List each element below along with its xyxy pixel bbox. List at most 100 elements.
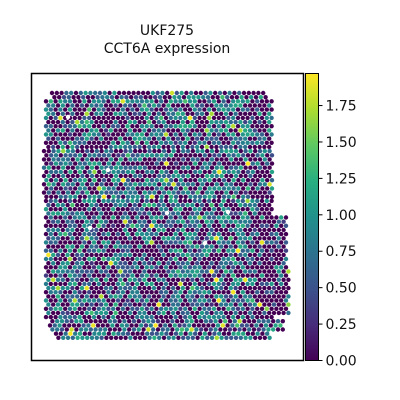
spot (250, 231, 255, 237)
spot (240, 273, 245, 278)
spot (161, 148, 167, 154)
spot (56, 335, 61, 340)
spot (269, 115, 274, 121)
spot (250, 298, 255, 303)
spot (77, 207, 82, 212)
spot (109, 95, 115, 100)
spot (231, 169, 236, 175)
spot (69, 90, 74, 96)
spot (70, 144, 75, 150)
spot (87, 140, 92, 145)
spot (147, 202, 152, 208)
spot (202, 115, 207, 121)
spot (105, 323, 110, 328)
spot (70, 103, 75, 108)
spot (107, 327, 113, 332)
spot (89, 111, 94, 117)
spot (130, 265, 135, 270)
spot (92, 186, 97, 191)
spot (180, 211, 185, 216)
spot (252, 136, 257, 141)
spot (125, 207, 130, 212)
spot (195, 244, 200, 249)
spot (96, 314, 102, 320)
spot (227, 90, 232, 96)
spot (274, 273, 279, 278)
spot (204, 136, 209, 141)
spot (152, 182, 157, 187)
spot (154, 248, 159, 253)
spot (221, 198, 226, 204)
spot (262, 252, 267, 258)
spot (255, 256, 260, 262)
spot (204, 128, 209, 133)
spot (197, 314, 202, 320)
spot (161, 136, 166, 141)
spot (75, 252, 80, 258)
spot (94, 277, 99, 282)
spot (192, 115, 197, 121)
spot (256, 327, 261, 332)
spot (149, 153, 155, 158)
spot (99, 157, 104, 162)
spot (149, 178, 155, 183)
spot (197, 240, 202, 245)
spot (223, 302, 229, 307)
spot (168, 240, 173, 245)
spot (221, 186, 227, 191)
spot (79, 111, 85, 117)
spot (226, 281, 231, 287)
spot (276, 244, 281, 249)
spot (214, 244, 219, 249)
spot (169, 169, 174, 175)
spot (58, 281, 63, 287)
spot (255, 124, 260, 129)
spot (243, 190, 248, 195)
spot (221, 215, 226, 220)
spot (211, 140, 217, 145)
spot (136, 319, 141, 324)
spot (44, 161, 49, 166)
spot (274, 298, 279, 303)
spot (264, 265, 269, 270)
spot (219, 219, 224, 224)
spot (207, 306, 212, 311)
spot (233, 190, 239, 195)
spot (239, 95, 244, 100)
spot (80, 157, 85, 162)
spot (164, 153, 169, 158)
spot (264, 132, 269, 137)
spot (219, 144, 224, 150)
spot (77, 248, 82, 253)
spot (181, 148, 186, 154)
spot (168, 314, 173, 320)
spot (83, 90, 88, 96)
spot (178, 281, 183, 287)
spot (197, 215, 202, 220)
spot (245, 124, 250, 129)
spot (46, 190, 51, 195)
spot (58, 215, 63, 220)
spot (65, 211, 70, 216)
spot (286, 294, 291, 299)
spot (221, 223, 226, 228)
spot (118, 128, 123, 133)
spot (91, 290, 97, 295)
spot (97, 153, 102, 158)
spot (58, 223, 63, 228)
spot (67, 256, 73, 262)
spot (127, 128, 133, 133)
spot (65, 269, 70, 274)
spot (235, 124, 241, 129)
spot (259, 290, 265, 295)
spot (208, 319, 213, 324)
spot (196, 95, 201, 100)
spot (245, 194, 251, 199)
spot (209, 310, 214, 316)
spot (262, 157, 267, 162)
spot (106, 99, 111, 104)
spot (168, 140, 173, 145)
spot (192, 107, 197, 112)
spot (240, 215, 245, 220)
spot (169, 161, 174, 166)
